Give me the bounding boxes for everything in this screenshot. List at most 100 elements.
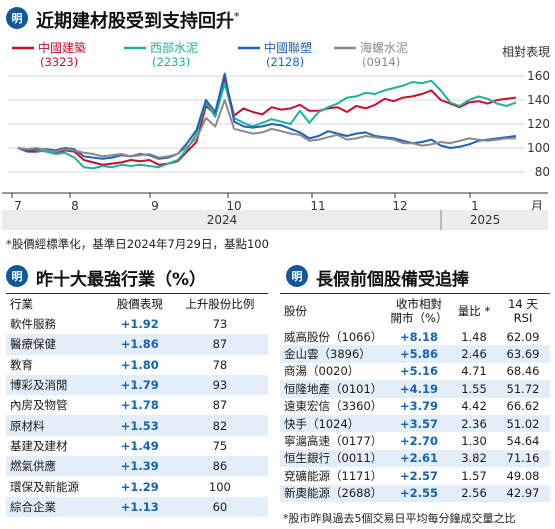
- stock-name: 恒生銀行（0011）: [284, 451, 383, 466]
- stock-volume-ratio: 1.55: [461, 381, 487, 396]
- x-tick-label: 10: [226, 199, 241, 213]
- legend-label: 中國聯塑: [264, 40, 312, 55]
- col-header-volume-ratio: 量比 *: [457, 304, 491, 318]
- right-table-footnote: *股市昨與過去5個交易日平均每分鐘成交量之比: [283, 512, 516, 525]
- y-tick-label: 100: [527, 141, 550, 155]
- sector-performance: +1.79: [120, 378, 159, 393]
- left-table-title: 昨十大最強行業（%）: [36, 270, 207, 290]
- stock-volume-ratio: 3.82: [461, 451, 487, 466]
- col-header-close-vs-open: 收市相對 開市（%）: [390, 297, 448, 325]
- stock-change: +3.79: [399, 399, 438, 414]
- legend-code: (2128): [266, 55, 304, 69]
- sector-rise-ratio: 100: [208, 479, 231, 494]
- series-line: [17, 77, 517, 166]
- sector-rise-ratio: 82: [212, 418, 228, 433]
- sector-name: 基建及建材: [10, 438, 68, 453]
- stock-change: +2.70: [399, 434, 438, 449]
- sector-rise-ratio: 87: [212, 398, 228, 413]
- col-header-stock: 股份: [284, 304, 307, 318]
- stock-name: 金山雲（3896）: [284, 347, 371, 362]
- stock-change: +2.61: [399, 451, 438, 466]
- sector-performance: +1.53: [120, 418, 159, 433]
- stock-row: 寧滬高速（0177） +2.70 1.30 54.64: [280, 432, 550, 449]
- stock-row: 恒隆地產（0101） +4.19 1.55 51.72: [280, 380, 550, 398]
- stock-rsi: 71.16: [506, 451, 540, 466]
- y-tick-label: 160: [527, 69, 550, 83]
- sector-row: 環保及新能源 +1.29 100: [6, 476, 268, 496]
- logo-badge: 明: [6, 7, 28, 29]
- stock-row: 恒生銀行（0011） +2.61 3.82 71.16: [280, 449, 550, 468]
- col-header-performance: 股價表現: [116, 297, 163, 311]
- sector-name: 綜合企業: [10, 499, 56, 514]
- stock-rsi: 49.08: [506, 468, 540, 483]
- stock-change: +2.55: [399, 486, 438, 501]
- logo-badge-left: 明: [6, 265, 28, 287]
- stock-change: +5.86: [399, 347, 438, 362]
- sector-rise-ratio: 93: [212, 378, 228, 393]
- stock-volume-ratio: 2.56: [461, 486, 487, 501]
- y-tick-label: 80: [535, 165, 550, 179]
- stock-rsi: 66.62: [506, 399, 540, 414]
- sector-table: 行業 股價表現 上升股份比例 軟件服務 +1.92 73 醫療保健 +1.86 87 教育 +…: [6, 294, 268, 517]
- sector-performance: +1.39: [120, 459, 159, 474]
- stock-change: +8.18: [399, 329, 438, 344]
- stock-row: 金山雲（3896） +5.86 2.46 63.69: [280, 345, 550, 363]
- stock-change: +3.57: [399, 416, 438, 431]
- sector-name: 內房及物管: [10, 398, 68, 413]
- stock-name: 兗礦能源（1171）: [284, 468, 383, 483]
- col-header-rsi: 14 天 RSI: [508, 297, 538, 325]
- sector-rise-ratio: 60: [212, 499, 228, 514]
- sector-performance: +1.80: [120, 357, 159, 372]
- sector-rise-ratio: 86: [212, 459, 228, 474]
- stock-row: 威高股份（1066） +8.18 1.48 62.09: [280, 328, 550, 345]
- sector-name: 原材料: [10, 418, 45, 433]
- stock-volume-ratio: 2.46: [461, 347, 487, 362]
- x-tick-label: 9: [151, 199, 159, 213]
- chart-title: 近期建材股受到支持回升*: [36, 10, 240, 32]
- left-table-top-rule: [6, 293, 268, 294]
- sector-performance: +1.78: [120, 398, 159, 413]
- sector-row: 原材料 +1.53 82: [6, 415, 268, 436]
- series-line: [17, 72, 517, 160]
- sector-name: 博彩及消閒: [10, 378, 68, 393]
- line-chart: 80 100 120 140 160 相對表現 中國建築(3323) 西部水泥(2233) 中國…: [2, 40, 550, 230]
- sector-rise-ratio: 75: [212, 438, 228, 453]
- sector-row: 教育 +1.80 78: [6, 355, 268, 375]
- sector-row: 醫療保健 +1.86 87: [6, 334, 268, 355]
- stock-name: 恒隆地產（0101）: [284, 381, 383, 396]
- sector-row: 綜合企業 +1.13 60: [6, 496, 268, 517]
- stock-rsi: 62.09: [506, 329, 540, 344]
- stock-rsi: 51.72: [506, 381, 540, 396]
- stock-name: 商湯（0020）: [284, 364, 360, 379]
- stock-row: 遠東宏信（3360） +3.79 4.42 66.62: [280, 398, 550, 415]
- series-line: [17, 79, 517, 170]
- stock-volume-ratio: 1.57: [461, 468, 487, 483]
- x-tick-label: 8: [71, 199, 79, 213]
- x-tick-label: 7: [14, 199, 22, 213]
- stock-table-header: 股份 收市相對 開市（%） 量比 * 14 天 RSI: [280, 294, 550, 328]
- sector-performance: +1.29: [120, 479, 159, 494]
- sector-row: 軟件服務 +1.92 73: [6, 314, 268, 334]
- sector-performance: +1.92: [120, 317, 159, 332]
- sector-performance: +1.13: [120, 499, 159, 514]
- y-axis-label: 相對表現: [502, 45, 550, 59]
- sector-row: 內房及物管 +1.78 87: [6, 395, 268, 415]
- x-tick-label: 月: [531, 199, 543, 213]
- x-tick-label: 1: [471, 199, 479, 213]
- stock-volume-ratio: 2.36: [461, 416, 487, 431]
- stock-volume-ratio: 1.30: [461, 434, 487, 449]
- y-tick-label: 120: [527, 117, 550, 131]
- stock-rsi: 42.97: [506, 486, 540, 501]
- sector-table-header: 行業 股價表現 上升股份比例: [6, 294, 268, 314]
- stock-name: 快手（1024）: [284, 416, 360, 431]
- sector-name: 教育: [10, 357, 33, 372]
- stock-row: 快手（1024） +3.57 2.36 51.02: [280, 414, 550, 433]
- x-tick-label: 11: [310, 199, 325, 213]
- series-line: [17, 99, 516, 159]
- stock-row: 新奧能源（2688） +2.55 2.56 42.97: [280, 484, 550, 502]
- legend-code: (3323): [40, 55, 78, 69]
- stock-name: 威高股份（1066）: [284, 329, 383, 344]
- stock-name: 遠東宏信（3360）: [284, 399, 383, 414]
- stock-table: 股份 收市相對 開市（%） 量比 * 14 天 RSI 威高股份（1066） +8…: [280, 294, 550, 502]
- right-table-title: 長假前個股備受追捧: [316, 270, 469, 290]
